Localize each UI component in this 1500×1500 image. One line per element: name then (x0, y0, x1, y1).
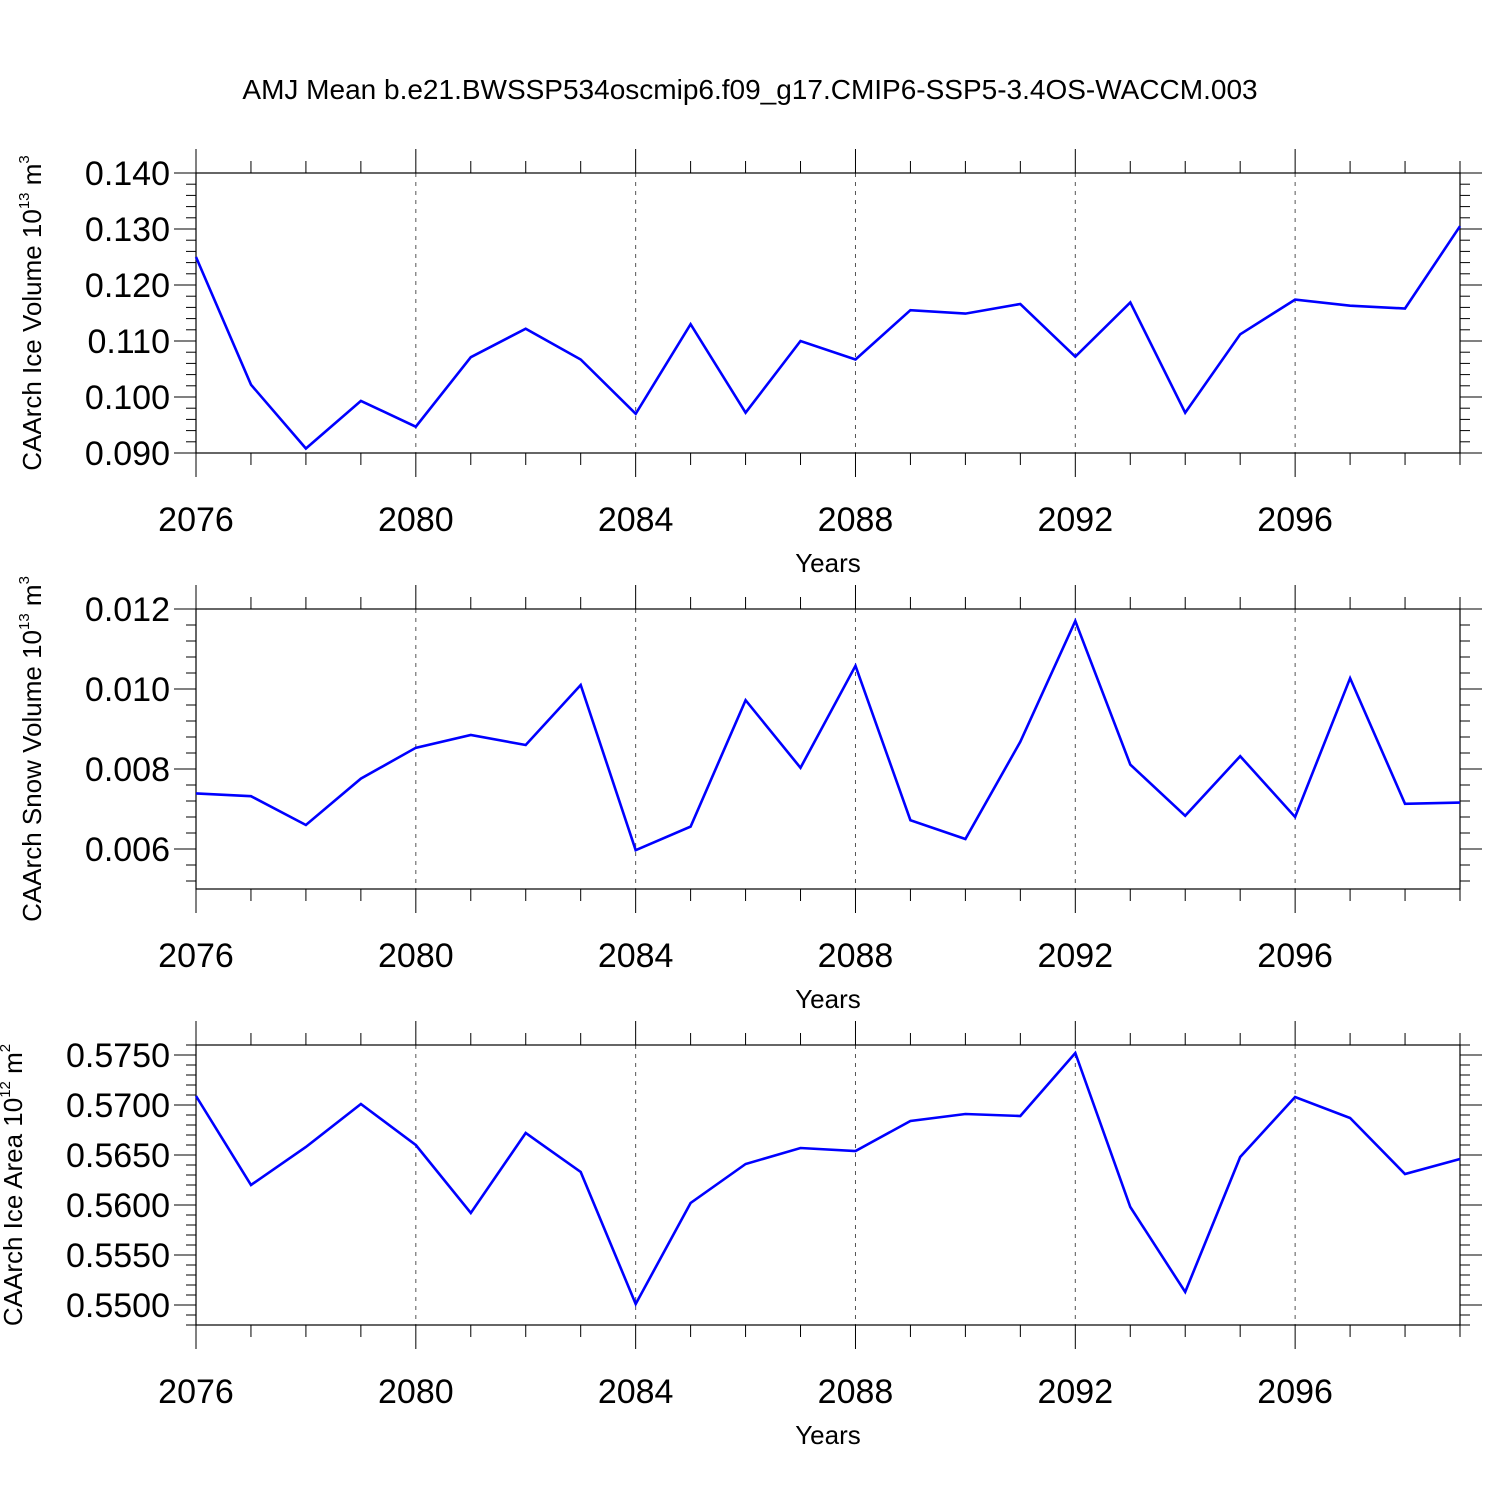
x-tick-label: 2092 (1037, 937, 1113, 975)
x-tick-label: 2076 (158, 937, 234, 975)
y-tick-label: 0.5650 (66, 1137, 170, 1175)
x-tick-label: 2080 (378, 501, 454, 539)
plot-frame (195, 608, 1461, 890)
plot-frame (195, 1044, 1461, 1326)
chart-panel-1: 0.090 0.100 0.110 0.120 0.130 0.140 2076 2080 20… (16, 149, 1482, 578)
y-tick-label: 0.5600 (66, 1187, 170, 1225)
x-tick-label: 2080 (378, 1373, 454, 1411)
x-tick-label: 2092 (1037, 1373, 1113, 1411)
x-tick-label: 2076 (158, 1373, 234, 1411)
series-line (194, 1050, 1461, 1308)
y-tick-label: 0.130 (85, 211, 170, 249)
x-tick-label: 2088 (818, 1373, 894, 1411)
y-tick-label: 0.140 (85, 155, 170, 193)
chart-panel-2: 0.006 0.008 0.010 0.012 2076 2080 2084 2088 2092… (16, 576, 1482, 1014)
x-tick-label: 2084 (598, 501, 674, 539)
y-tick-label: 0.100 (85, 379, 170, 417)
x-tick-label: 2088 (818, 501, 894, 539)
series-line (195, 617, 1461, 852)
x-tick-label: 2088 (818, 937, 894, 975)
y-tick-label: 0.090 (85, 435, 170, 473)
y-axis-label: CAArch Ice Volume 1013 m3 (16, 155, 47, 471)
y-tick-label: 0.012 (85, 591, 170, 629)
y-tick-label: 0.5750 (66, 1037, 170, 1075)
plot-frame (195, 172, 1461, 454)
x-tick-label: 2096 (1257, 1373, 1333, 1411)
x-axis-label: Years (795, 984, 861, 1014)
x-tick-label: 2096 (1257, 501, 1333, 539)
x-tick-label: 2080 (378, 937, 454, 975)
y-axis-label: CAArch Ice Area 1012 m2 (0, 1044, 28, 1326)
y-axis-label: CAArch Snow Volume 1013 m3 (16, 576, 47, 922)
series-line (194, 225, 1462, 451)
y-tick-label: 0.5500 (66, 1287, 170, 1325)
x-tick-label: 2092 (1037, 501, 1113, 539)
chart-panel-3: 0.5500 0.5550 0.5600 0.5650 0.5700 0.5750 2076… (0, 1021, 1482, 1450)
y-tick-label: 0.120 (85, 267, 170, 305)
y-tick-label: 0.110 (87, 323, 170, 361)
y-tick-label: 0.010 (85, 671, 170, 709)
y-tick-label: 0.008 (85, 751, 170, 789)
x-axis-label: Years (795, 1420, 861, 1450)
x-axis-label: Years (795, 548, 861, 578)
x-tick-label: 2096 (1257, 937, 1333, 975)
y-tick-label: 0.5700 (66, 1087, 170, 1125)
x-tick-label: 2084 (598, 1373, 674, 1411)
x-tick-label: 2076 (158, 501, 234, 539)
y-tick-label: 0.006 (85, 831, 170, 869)
y-tick-label: 0.5550 (66, 1237, 170, 1275)
chart-title: AMJ Mean b.e21.BWSSP534oscmip6.f09_g17.C… (242, 74, 1257, 105)
x-tick-label: 2084 (598, 937, 674, 975)
